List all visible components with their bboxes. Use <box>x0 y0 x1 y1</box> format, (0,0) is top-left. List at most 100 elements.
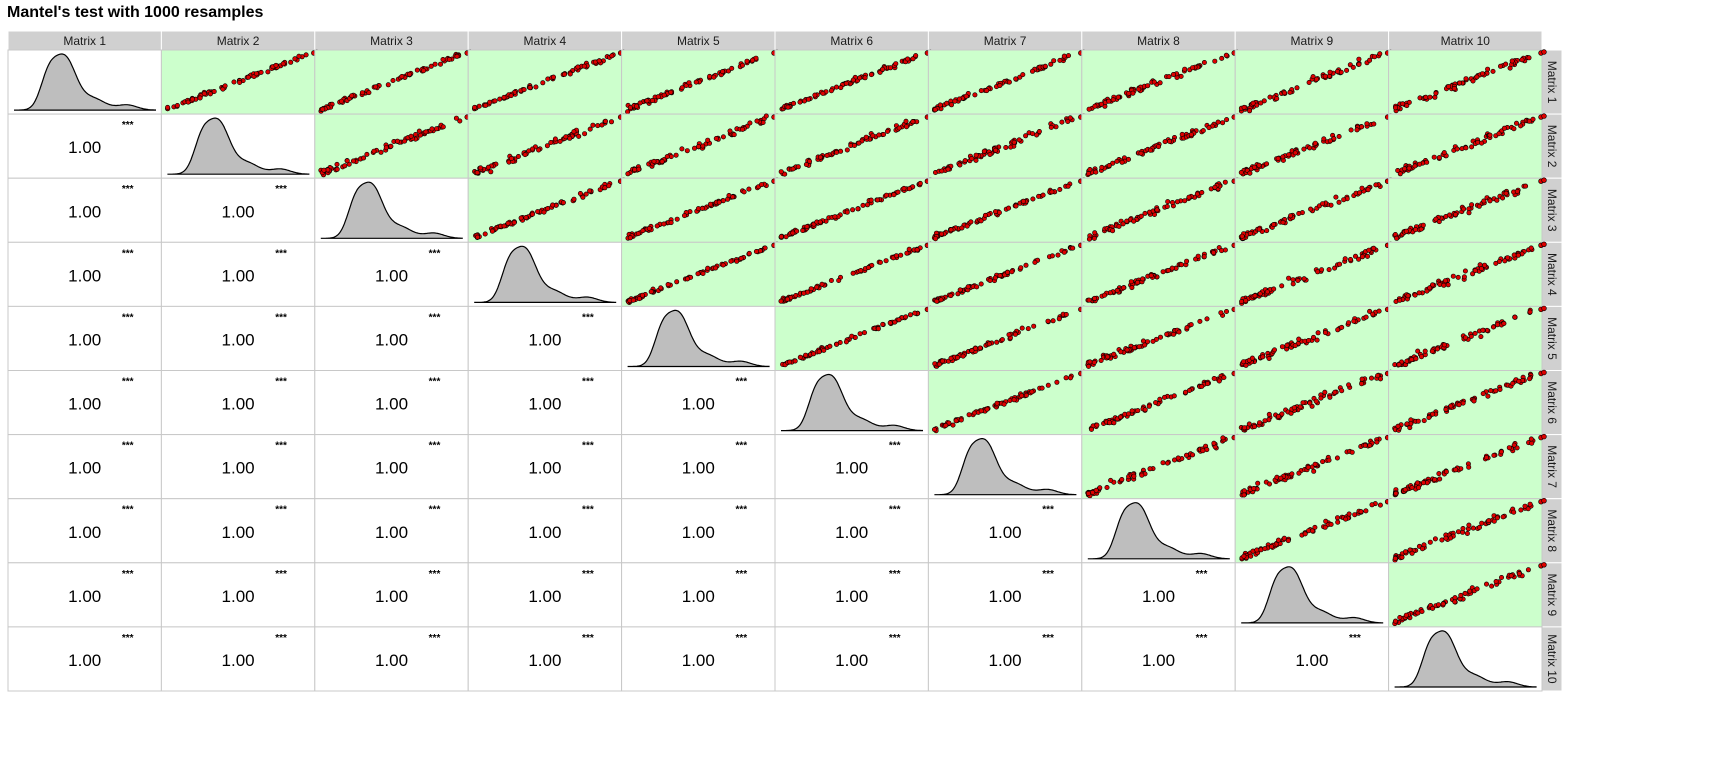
correlation-value: 1.00 <box>222 587 255 606</box>
scatter-point <box>1493 578 1499 584</box>
scatter-point <box>231 79 237 85</box>
scatter-point <box>273 62 279 68</box>
scatter-point <box>969 348 975 354</box>
significance-stars: *** <box>1196 569 1208 580</box>
scatter-point <box>1487 132 1493 138</box>
scatter-point <box>1312 524 1318 530</box>
density-curve <box>781 373 923 432</box>
scatter-point <box>492 98 498 104</box>
density-curve <box>1241 566 1384 624</box>
scatter-point <box>1476 203 1482 209</box>
scatter-point <box>938 297 944 303</box>
scatter-point <box>824 153 830 159</box>
scatter-point <box>1394 235 1400 241</box>
correlation-value: 1.00 <box>682 587 715 606</box>
scatter-point <box>580 194 586 200</box>
scatter-point <box>1186 387 1192 393</box>
significance-stars: *** <box>582 377 594 388</box>
correlation-panel <box>160 370 316 436</box>
scatter-point <box>821 347 827 353</box>
scatter-point <box>1165 199 1171 205</box>
scatter-points <box>778 113 934 177</box>
scatter-point <box>833 84 839 90</box>
scatter-point <box>1212 184 1218 190</box>
scatter-point <box>978 281 984 287</box>
scatter-point <box>1241 104 1247 110</box>
scatter-point <box>795 164 801 170</box>
scatter-point <box>1415 480 1421 486</box>
scatter-point <box>1306 80 1312 86</box>
scatter-point <box>1170 72 1176 78</box>
scatter-point <box>1332 265 1338 271</box>
right-strip-label: Matrix 3 <box>1545 189 1559 232</box>
scatter-point <box>599 122 605 128</box>
scatter-point <box>958 417 964 423</box>
scatter-point <box>1250 100 1256 106</box>
scatter-point <box>1412 163 1418 169</box>
scatter-points <box>1392 433 1547 498</box>
scatter-point <box>385 82 391 88</box>
correlation-value: 1.00 <box>68 459 101 478</box>
scatter-point <box>1039 385 1045 391</box>
scatter-point <box>587 188 593 194</box>
scatter-point <box>804 224 810 230</box>
scatter-point <box>1522 503 1528 509</box>
scatter-point <box>1063 375 1069 381</box>
scatter-point <box>720 198 726 204</box>
scatter-point <box>1478 334 1484 340</box>
scatter-point <box>1485 393 1491 399</box>
significance-stars: *** <box>429 377 441 388</box>
scatter-points <box>1392 562 1547 627</box>
significance-stars: *** <box>582 633 594 644</box>
scatter-point <box>1166 74 1172 80</box>
scatter-point <box>1184 452 1190 458</box>
scatter-point <box>1404 103 1410 109</box>
scatter-point <box>390 78 396 84</box>
scatter-point <box>1335 68 1341 74</box>
scatter-point <box>440 56 446 62</box>
scatter-point <box>691 145 697 151</box>
scatter-point <box>1448 535 1454 541</box>
scatter-point <box>1284 342 1290 348</box>
scatter-point <box>497 96 503 102</box>
scatter-point <box>1157 80 1163 86</box>
scatter-point <box>1119 476 1125 482</box>
scatter-point <box>844 209 850 215</box>
scatter-point <box>1200 448 1206 454</box>
scatter-point <box>394 138 400 144</box>
scatter-point <box>1138 150 1144 156</box>
scatter-point <box>1436 602 1442 608</box>
scatter-point <box>997 83 1003 89</box>
scatter-point <box>1339 388 1345 394</box>
scatter-point <box>1322 389 1328 395</box>
scatter-point <box>527 85 533 91</box>
scatter-point <box>561 71 567 77</box>
scatter-point <box>1211 440 1217 446</box>
correlation-panel <box>314 626 469 692</box>
scatter-point <box>1527 501 1533 507</box>
scatter-point <box>984 88 990 94</box>
scatter-point <box>1322 330 1328 336</box>
scatter-point <box>828 277 834 283</box>
significance-stars: *** <box>275 441 287 452</box>
correlation-panel <box>160 305 316 371</box>
scatter-point <box>1011 139 1017 145</box>
scatter-point <box>1307 400 1313 406</box>
scatter-point <box>974 284 980 290</box>
significance-stars: *** <box>429 248 441 259</box>
scatter-point <box>1499 574 1505 580</box>
scatter-point <box>1092 230 1098 236</box>
scatter-point <box>1171 393 1177 399</box>
scatter-point <box>1188 322 1194 328</box>
scatter-point <box>1498 63 1504 69</box>
scatter-point <box>1243 298 1249 304</box>
scatter-point <box>1111 351 1117 357</box>
scatter-point <box>1034 132 1040 138</box>
scatter-point <box>855 206 861 212</box>
scatter-point <box>939 358 945 364</box>
scatter-point <box>695 271 701 277</box>
significance-stars: *** <box>275 248 287 259</box>
scatter-point <box>740 126 746 132</box>
scatter-point <box>1346 511 1352 517</box>
scatter-point <box>1480 71 1486 77</box>
